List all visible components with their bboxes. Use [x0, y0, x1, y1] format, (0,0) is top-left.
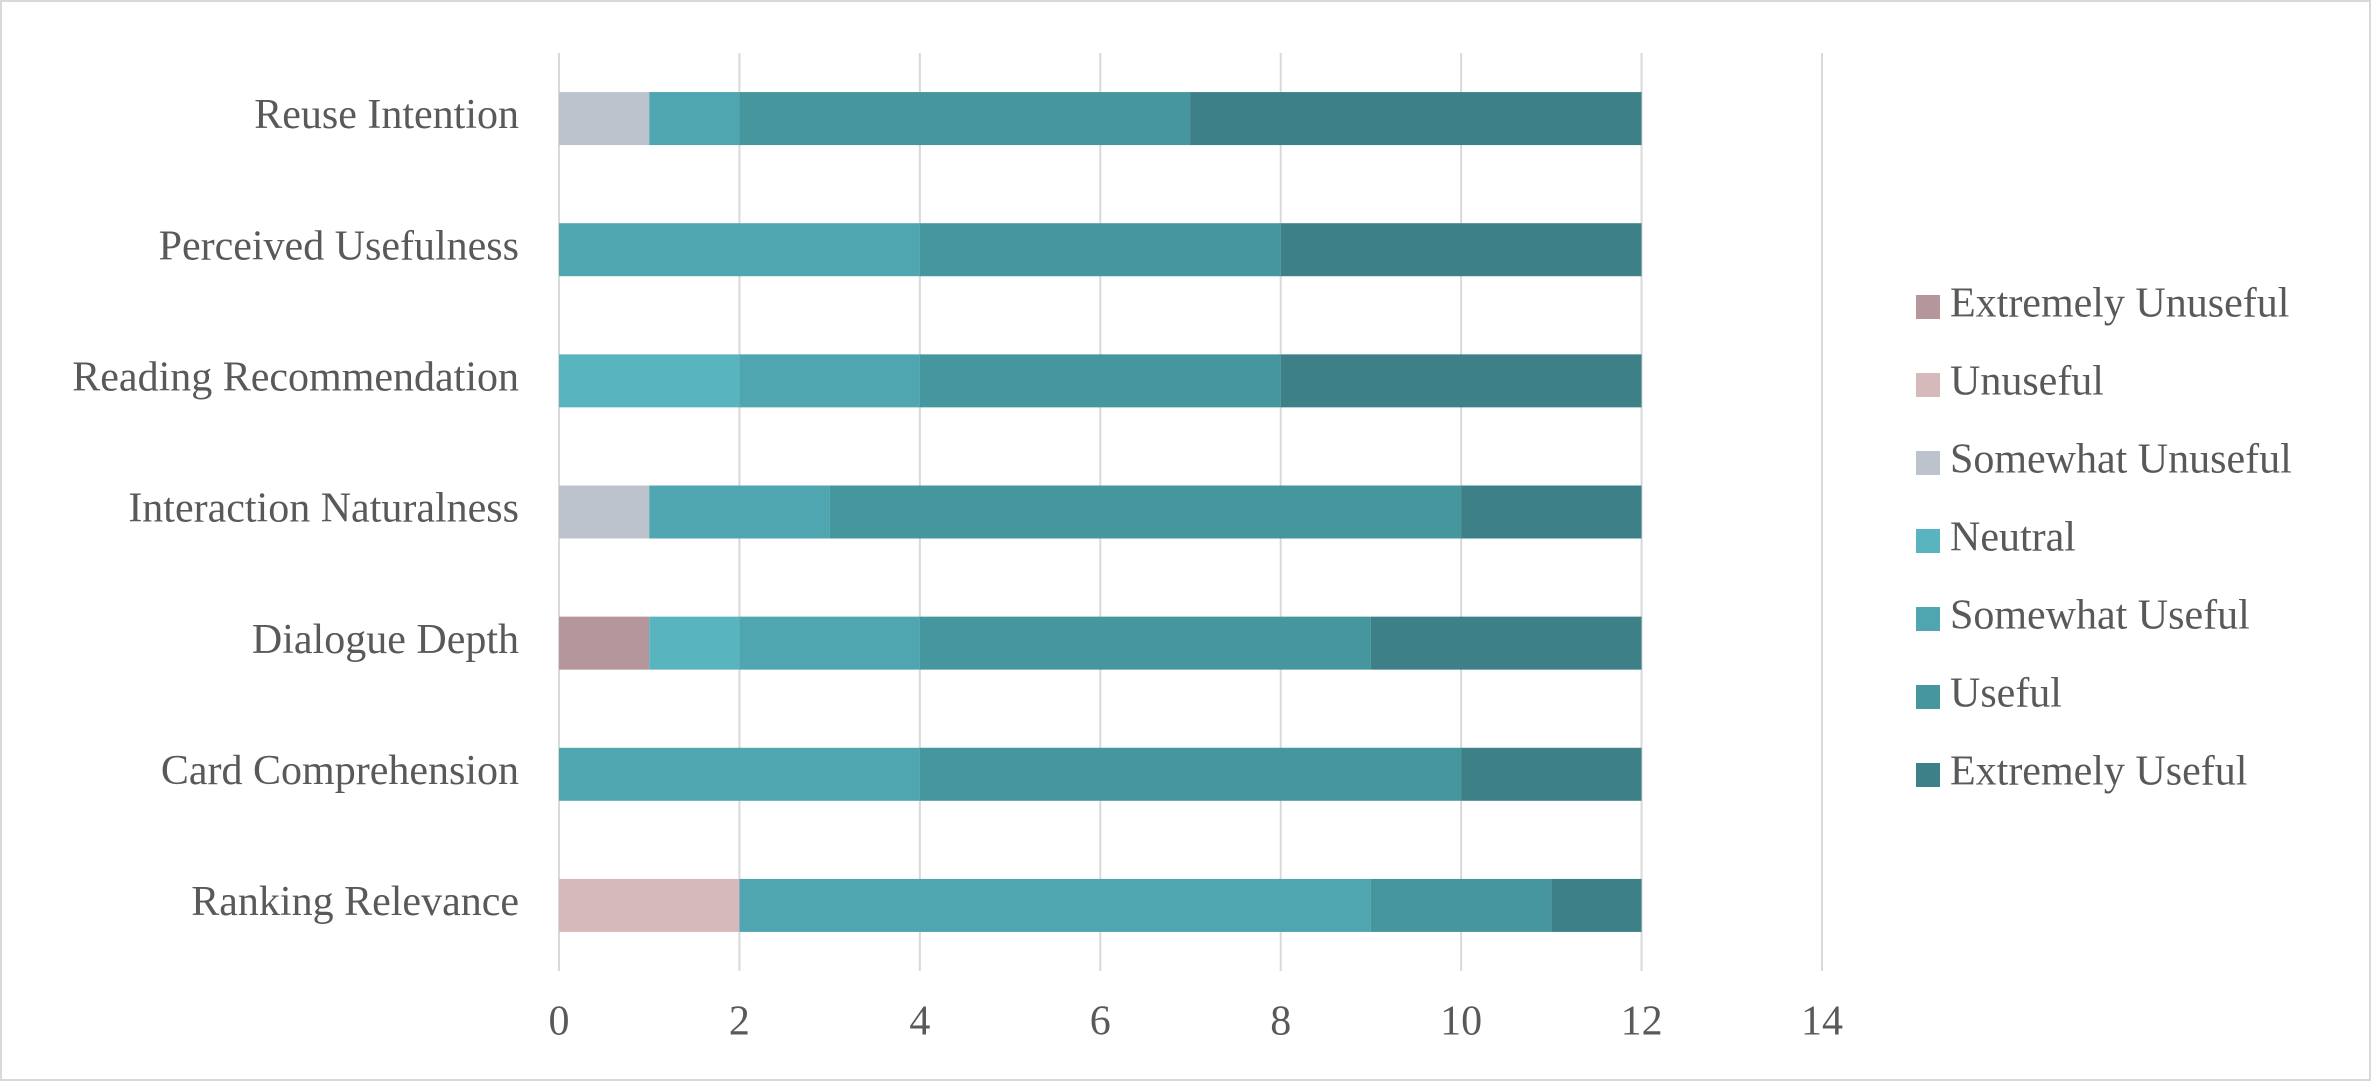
bar-segment [559, 92, 650, 146]
bar-segment [1280, 354, 1642, 408]
y-tick-label: Interaction Naturalness [128, 486, 519, 532]
legend-swatch [1916, 607, 1940, 631]
x-tick-label: 10 [1440, 999, 1482, 1045]
bar-segment [1190, 92, 1642, 146]
bar-segment [559, 747, 920, 801]
bar-segment [1370, 616, 1642, 670]
legend-swatch [1916, 451, 1940, 475]
bar-segment [559, 354, 740, 408]
bar-segment [919, 747, 1462, 801]
y-tick-label: Ranking Relevance [191, 879, 519, 925]
bar-segment [1461, 485, 1642, 539]
bar-segment [649, 92, 740, 146]
y-tick-label: Perceived Usefulness [159, 223, 519, 269]
y-tick-label: Dialogue Depth [252, 617, 519, 663]
legend-label: Unuseful [1950, 359, 2104, 405]
bar-segment [1280, 223, 1642, 277]
bar-segment [739, 616, 920, 670]
bar-segment [1370, 878, 1552, 932]
x-tick-label: 12 [1621, 999, 1663, 1045]
bar-segment [649, 485, 830, 539]
legend-swatch [1916, 529, 1940, 553]
bar-segment [919, 223, 1281, 277]
legend-swatch [1916, 295, 1940, 319]
x-tick-label: 0 [549, 999, 570, 1045]
legend-label: Extremely Unuseful [1950, 281, 2289, 327]
y-tick-label: Reading Recommendation [72, 354, 519, 400]
bar-segment [559, 223, 920, 277]
bar-segment [559, 878, 740, 932]
x-tick-label: 2 [729, 999, 750, 1045]
bar-segment [1551, 878, 1642, 932]
bar-segment [739, 92, 1191, 146]
bar-segment [829, 485, 1462, 539]
legend-label: Useful [1950, 671, 2062, 717]
legend-swatch [1916, 763, 1940, 787]
bar-segment [739, 878, 1371, 932]
bar-segment [559, 485, 650, 539]
bar-segment [559, 616, 650, 670]
legend-swatch [1916, 685, 1940, 709]
x-tick-label: 14 [1801, 999, 1843, 1045]
legend-label: Somewhat Unuseful [1950, 437, 2292, 483]
x-tick-label: 4 [909, 999, 930, 1045]
bar-segment [919, 616, 1371, 670]
legend-swatch [1916, 373, 1940, 397]
legend-label: Extremely Useful [1950, 749, 2247, 795]
x-tick-label: 6 [1090, 999, 1111, 1045]
legend-label: Neutral [1950, 515, 2076, 561]
bar-segment [919, 354, 1281, 408]
y-tick-label: Card Comprehension [161, 748, 519, 794]
bar-segment [1461, 747, 1642, 801]
bar-segment [739, 354, 920, 408]
x-tick-label: 8 [1270, 999, 1291, 1045]
y-tick-label: Reuse Intention [254, 92, 519, 138]
bar-segment [649, 616, 740, 670]
legend-label: Somewhat Useful [1950, 593, 2250, 639]
